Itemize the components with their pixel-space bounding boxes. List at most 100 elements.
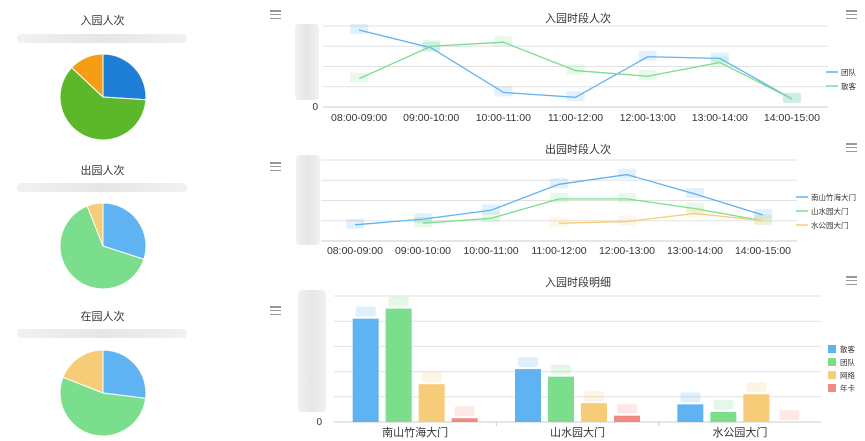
data-label-placeholder bbox=[494, 36, 513, 47]
yaxis-placeholder bbox=[295, 24, 319, 100]
legend-label: 年卡 bbox=[840, 383, 855, 393]
series-line bbox=[358, 29, 793, 100]
data-label-placeholder bbox=[355, 306, 376, 317]
data-label-placeholder bbox=[421, 372, 442, 383]
yaxis-placeholder bbox=[296, 155, 320, 245]
pie-slice bbox=[86, 202, 104, 247]
yaxis-placeholder bbox=[298, 290, 326, 412]
x-tick-label: 11:00-12:00 bbox=[531, 245, 586, 257]
pie-slice bbox=[70, 53, 104, 99]
x-tick-label: 水公园大门 bbox=[712, 425, 767, 439]
chart-title: 出园时段人次 bbox=[545, 142, 611, 156]
legend-swatch bbox=[828, 358, 836, 366]
legend-label: 山水园大门 bbox=[811, 206, 849, 216]
data-label-placeholder bbox=[550, 178, 568, 189]
data-label-placeholder bbox=[618, 168, 636, 179]
data-label-placeholder bbox=[710, 52, 729, 63]
data-label-placeholder bbox=[710, 56, 729, 67]
hamburger-menu-icon[interactable] bbox=[846, 10, 857, 19]
legend-label: 团队 bbox=[840, 358, 855, 367]
x-tick-label: 13:00-14:00 bbox=[667, 245, 723, 257]
legend-swatch bbox=[828, 384, 836, 392]
data-label-placeholder bbox=[713, 399, 734, 410]
data-label-placeholder bbox=[779, 410, 800, 420]
entry-time-line-chart: 入园时段人次 08:00-09:00 09:00-10:00 10:00-11:00 1… bbox=[312, 11, 856, 124]
data-label-placeholder bbox=[686, 202, 704, 213]
pie-slice bbox=[102, 349, 147, 399]
x-tick-label: 09:00-10:00 bbox=[403, 112, 459, 124]
data-label-placeholder bbox=[782, 92, 801, 103]
y-tick-label: 0 bbox=[316, 417, 322, 428]
legend-label: 网络 bbox=[840, 370, 855, 380]
pie-slice bbox=[59, 66, 147, 141]
pie-chart-exits bbox=[59, 202, 147, 290]
legend-swatch bbox=[828, 345, 836, 353]
data-label-placeholder bbox=[754, 214, 772, 225]
data-label-placeholder bbox=[566, 64, 585, 75]
pie-slice bbox=[102, 202, 147, 260]
x-tick-label: 14:00-15:00 bbox=[764, 112, 820, 124]
data-label-placeholder bbox=[584, 391, 604, 402]
hamburger-menu-icon[interactable] bbox=[846, 143, 857, 152]
pie-title-entries: 入园人次 bbox=[80, 15, 125, 27]
data-label-placeholder bbox=[618, 215, 636, 226]
series-line bbox=[354, 173, 764, 226]
pie-slice bbox=[59, 376, 147, 437]
legend-label: 团队 bbox=[841, 68, 856, 77]
data-label-placeholder bbox=[388, 296, 409, 307]
y-tick-label: 0 bbox=[312, 102, 318, 113]
data-label-placeholder bbox=[638, 70, 657, 81]
bar bbox=[614, 415, 640, 422]
pie-chart-entries bbox=[59, 53, 147, 141]
data-label-placeholder bbox=[686, 207, 704, 218]
pie-title-inpark: 在园人次 bbox=[80, 311, 125, 323]
hamburger-menu-icon[interactable] bbox=[846, 276, 857, 285]
bar bbox=[352, 318, 379, 422]
pie-subtitle-placeholder bbox=[17, 34, 187, 43]
pie-panel-exits: 出园人次 bbox=[0, 148, 205, 296]
bar bbox=[385, 308, 412, 422]
data-label-placeholder bbox=[746, 382, 767, 393]
data-label-placeholder bbox=[414, 217, 432, 228]
legend-swatch bbox=[828, 371, 836, 379]
x-tick-label: 14:00-15:00 bbox=[735, 245, 791, 257]
bar bbox=[743, 394, 770, 422]
legend-label: 水公园大门 bbox=[811, 220, 849, 230]
x-tick-label: 南山竹海大门 bbox=[382, 425, 448, 439]
x-tick-label: 13:00-14:00 bbox=[692, 112, 748, 124]
data-label-placeholder bbox=[566, 91, 585, 102]
pie-panel-entries: 入园人次 bbox=[0, 0, 205, 148]
hamburger-menu-icon[interactable] bbox=[270, 162, 281, 171]
hamburger-menu-icon[interactable] bbox=[270, 10, 281, 19]
series-line bbox=[558, 212, 764, 224]
pie-subtitle-placeholder bbox=[17, 183, 187, 192]
data-label-placeholder bbox=[414, 213, 432, 224]
series-line bbox=[422, 198, 764, 224]
pie-slice bbox=[59, 205, 145, 290]
legend-label: 散客 bbox=[841, 81, 856, 91]
x-tick-label: 12:00-13:00 bbox=[620, 112, 676, 124]
data-label-placeholder bbox=[350, 24, 369, 35]
hamburger-menu-icon[interactable] bbox=[270, 306, 281, 315]
pie-chart-inpark bbox=[59, 349, 147, 437]
data-label-placeholder bbox=[422, 40, 441, 51]
data-label-placeholder bbox=[551, 364, 571, 375]
data-label-placeholder bbox=[617, 403, 637, 414]
pie-subtitle-placeholder bbox=[17, 329, 187, 338]
data-label-placeholder bbox=[518, 357, 538, 368]
data-label-placeholder bbox=[482, 212, 500, 223]
data-label-placeholder bbox=[618, 192, 636, 203]
pie-slice bbox=[62, 349, 104, 394]
pie-panel-inpark: 在园人次 bbox=[0, 296, 205, 441]
bar bbox=[548, 376, 574, 422]
series-line bbox=[358, 41, 793, 100]
legend-label: 散客 bbox=[840, 344, 855, 354]
data-label-placeholder bbox=[638, 50, 657, 61]
data-label-placeholder bbox=[454, 406, 475, 417]
bar bbox=[581, 403, 607, 422]
data-label-placeholder bbox=[346, 218, 364, 229]
x-tick-label: 12:00-13:00 bbox=[599, 245, 655, 257]
pie-slice bbox=[102, 53, 147, 101]
data-label-placeholder bbox=[482, 204, 500, 215]
